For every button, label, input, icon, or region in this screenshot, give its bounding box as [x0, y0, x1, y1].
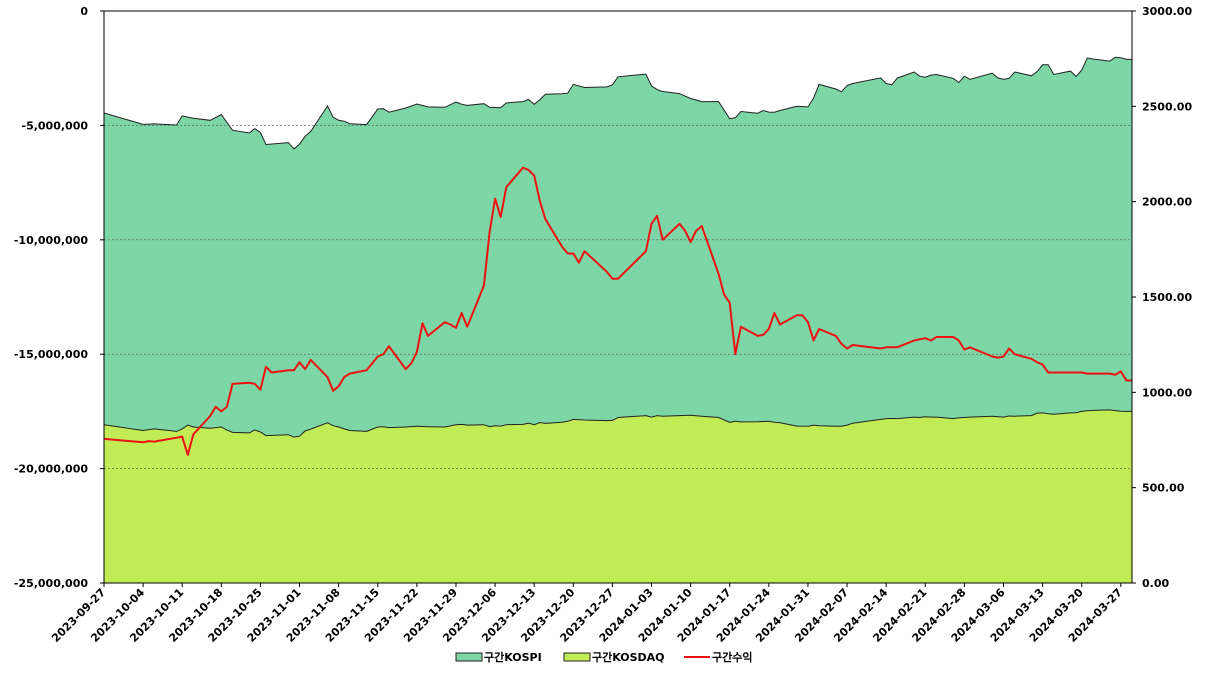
- legend-swatch: [455, 652, 483, 662]
- left-tick-label: -5,000,000: [22, 119, 89, 132]
- legend-label: 구간수익: [712, 650, 752, 664]
- right-axis: 3000.00 2500.00 2000.00 1500.00 1000.00 500.0…: [1132, 5, 1192, 590]
- grid-layer: [104, 125, 1132, 469]
- legend-swatch: [563, 652, 591, 662]
- right-tick-label: 2500.00: [1142, 100, 1192, 113]
- line-layer: [103, 166, 1132, 456]
- left-axis: 0 -5,000,000 -10,000,000 -15,000,000 -20,000…: [14, 5, 104, 590]
- right-tick-label: 1000.00: [1142, 386, 1192, 399]
- legend: 구간KOSPI 구간KOSDAQ 구간수익: [455, 650, 752, 664]
- left-tick-label: -20,000,000: [14, 463, 88, 476]
- left-tick-label: -10,000,000: [14, 234, 88, 247]
- right-tick-label: 500.00: [1142, 482, 1185, 495]
- x-axis: 2023-09-272023-10-042023-10-112023-10-18…: [49, 583, 1125, 645]
- line-series-2: [103, 166, 1132, 456]
- right-tick-label: 0.00: [1142, 577, 1169, 590]
- area-outline-1: [103, 409, 1132, 438]
- area-1: [104, 409, 1132, 583]
- legend-label: 구간KOSPI: [484, 650, 542, 664]
- area-outline-0: [103, 56, 1132, 150]
- legend-label: 구간KOSDAQ: [592, 650, 665, 664]
- area-layer: [103, 56, 1132, 584]
- left-tick-label: -15,000,000: [14, 348, 88, 361]
- right-tick-label: 3000.00: [1142, 5, 1192, 18]
- left-tick-label: 0: [80, 5, 88, 18]
- right-tick-label: 2000.00: [1142, 196, 1192, 209]
- right-tick-label: 1500.00: [1142, 291, 1192, 304]
- left-tick-label: -25,000,000: [14, 577, 88, 590]
